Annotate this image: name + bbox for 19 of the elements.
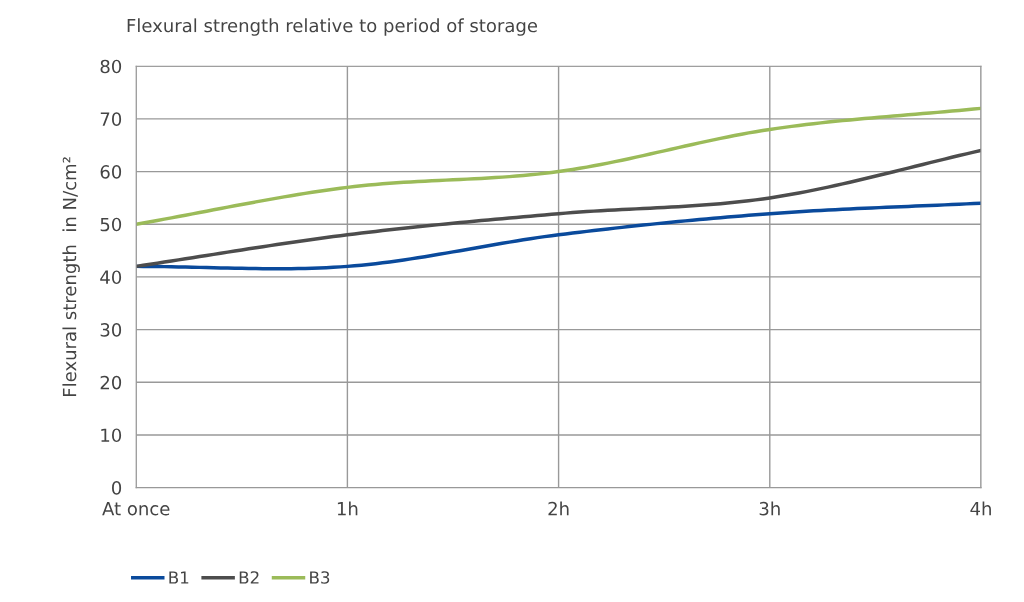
y-tick-label: 50 xyxy=(100,217,122,232)
x-tick-label: 2h xyxy=(548,501,569,516)
y-tick-label: 30 xyxy=(100,323,122,337)
x-tick-label: 1h xyxy=(337,501,358,516)
x-tick-label: 4h xyxy=(970,501,991,516)
y-tick-label: 60 xyxy=(100,165,122,179)
x-tick-label: 3h xyxy=(759,501,780,516)
y-tick-label: 80 xyxy=(100,59,122,74)
x-tick-label: At once xyxy=(102,502,170,516)
y-tick-label: 70 xyxy=(100,112,122,127)
legend-label: B3 xyxy=(310,571,330,584)
y-tick-label: 10 xyxy=(101,428,122,443)
y-tick-label: 40 xyxy=(100,270,122,285)
legend-label: B2 xyxy=(239,571,259,584)
y-tick-label: 20 xyxy=(100,375,122,390)
y-axis-title: Flexural strength in N/cm² xyxy=(62,157,80,396)
legend-label: B1 xyxy=(169,571,189,584)
y-tick-label: 0 xyxy=(112,481,122,495)
chart-title: Flexural strength relative to period of storage xyxy=(127,18,538,36)
